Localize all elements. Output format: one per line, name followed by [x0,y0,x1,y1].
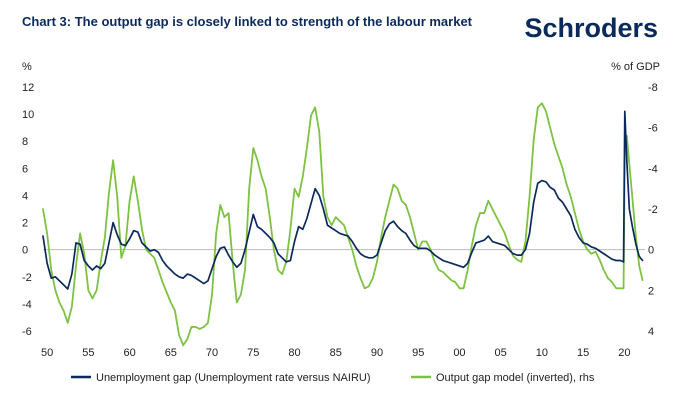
series-layer [42,102,644,347]
right-tick-label: -4 [648,163,658,175]
x-tick-label: 55 [82,347,94,359]
right-tick-label: 2 [648,285,654,297]
left-tick-label: 2 [22,218,28,230]
x-tick-label: 05 [495,347,507,359]
x-tick-label: 95 [412,347,424,359]
x-tick-label: 75 [247,347,259,359]
plot-area [42,102,645,347]
left-tick-label: 6 [22,163,28,175]
left-tick-label: 8 [22,136,28,148]
chart-title: Chart 3: The output gap is closely linke… [22,14,473,29]
x-tick-label: 10 [536,347,548,359]
x-tick-label: 15 [577,347,589,359]
x-tick-label: 80 [288,347,300,359]
left-tick-label: 12 [22,82,34,94]
x-tick-label: 50 [41,347,53,359]
right-tick-label: -8 [648,82,658,94]
series-line-output-gap [42,102,644,347]
x-tick-label: 20 [618,347,630,359]
right-axis-label: % of GDP [611,61,660,73]
x-tick-label: 65 [165,347,177,359]
left-tick-label: 10 [22,109,34,121]
x-tick-label: 90 [371,347,383,359]
x-tick-label: 00 [453,347,465,359]
right-tick-label: 4 [648,326,654,338]
left-tick-label: -2 [22,272,32,284]
x-tick-label: 60 [123,347,135,359]
schroders-logo: Schroders [524,13,658,43]
right-tick-label: -6 [648,123,658,135]
right-axis-ticks: -8 -6 -4 -2 0 2 4 [648,82,658,338]
left-axis-label: % [22,61,32,73]
left-tick-label: 0 [22,245,28,257]
left-tick-label: 4 [22,190,28,202]
left-tick-label: -6 [22,326,32,338]
series-line-unemployment-gap [42,110,644,290]
legend-label-unemployment-gap: Unemployment gap (Unemployment rate vers… [96,372,371,384]
left-tick-label: -4 [22,299,32,311]
x-axis-ticks: 50 55 60 65 70 75 80 85 90 95 00 05 10 15 20 [41,347,631,359]
legend: Unemployment gap (Unemployment rate vers… [71,372,595,384]
legend-label-output-gap: Output gap model (inverted), rhs [436,372,595,384]
left-axis-ticks: 12 10 8 6 4 2 0 -2 -4 -6 [22,82,34,338]
right-tick-label: -2 [648,204,658,216]
x-tick-label: 85 [330,347,342,359]
right-tick-label: 0 [648,245,654,257]
x-tick-label: 70 [206,347,218,359]
